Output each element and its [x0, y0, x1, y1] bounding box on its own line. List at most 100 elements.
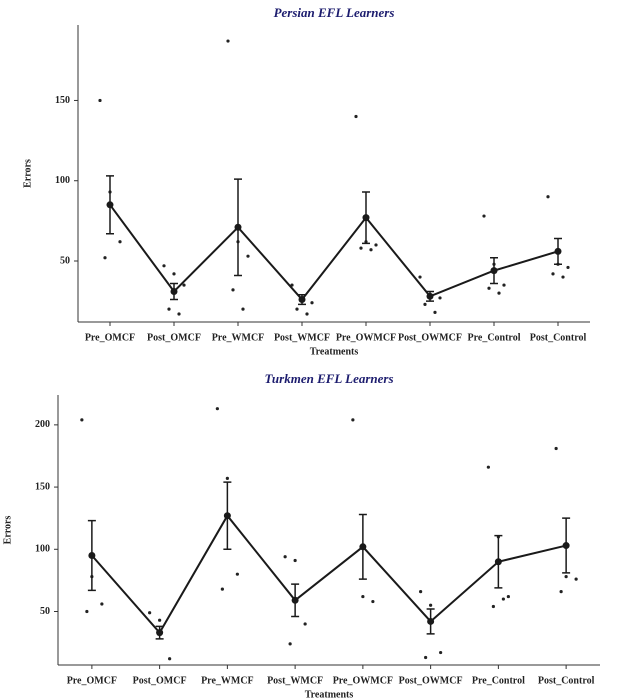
x-tick-label: Pre_WMCF — [212, 332, 265, 343]
data-point — [560, 590, 563, 593]
x-tick-label: Post_Control — [530, 332, 587, 343]
data-point — [172, 272, 175, 275]
data-point — [241, 308, 244, 311]
data-point — [354, 115, 357, 118]
y-axis-label: Errors — [22, 159, 33, 188]
data-point — [305, 312, 308, 315]
data-point — [226, 477, 229, 480]
data-point — [304, 622, 307, 625]
mean-marker — [224, 512, 231, 519]
mean-marker — [171, 288, 178, 295]
data-point — [103, 256, 106, 259]
x-tick-label: Post_OWMCF — [399, 675, 463, 686]
data-point — [371, 600, 374, 603]
mean-marker — [299, 296, 306, 303]
data-point — [492, 605, 495, 608]
mean-marker — [555, 248, 562, 255]
mean-marker — [563, 542, 570, 549]
x-tick-label: Pre_Control — [472, 675, 525, 686]
data-point — [487, 287, 490, 290]
data-point — [507, 595, 510, 598]
x-tick-label: Post_OWMCF — [398, 332, 462, 343]
mean-marker — [107, 201, 114, 208]
data-point — [158, 619, 161, 622]
data-point — [216, 407, 219, 410]
data-point — [231, 288, 234, 291]
data-point — [429, 604, 432, 607]
mean-marker — [292, 597, 299, 604]
data-point — [168, 657, 171, 660]
x-tick-label: Pre_WMCF — [201, 675, 254, 686]
mean-marker — [427, 618, 434, 625]
data-point — [566, 266, 569, 269]
data-point — [359, 247, 362, 250]
data-point — [294, 559, 297, 562]
y-tick-label: 150 — [35, 481, 50, 492]
data-point — [226, 39, 229, 42]
x-tick-label: Post_OMCF — [133, 675, 187, 686]
data-point — [433, 311, 436, 314]
data-point — [118, 240, 121, 243]
y-tick-label: 50 — [60, 255, 70, 266]
mean-marker — [491, 267, 498, 274]
data-point — [439, 651, 442, 654]
x-tick-label: Post_WMCF — [267, 675, 323, 686]
data-point — [361, 595, 364, 598]
x-tick-label: Pre_OMCF — [67, 675, 117, 686]
x-tick-label: Post_OMCF — [147, 332, 201, 343]
figure: Persian EFL Learners Errors Treatments 50 10… — [0, 0, 621, 698]
mean-marker — [88, 552, 95, 559]
data-point — [162, 264, 165, 267]
data-point — [502, 597, 505, 600]
data-point — [487, 466, 490, 469]
data-point — [236, 573, 239, 576]
data-point — [555, 447, 558, 450]
x-axis-label: Treatments — [305, 689, 354, 698]
data-point — [284, 555, 287, 558]
data-point — [418, 275, 421, 278]
y-axis-label: Errors — [2, 516, 13, 545]
data-point — [167, 308, 170, 311]
data-point — [246, 255, 249, 258]
data-point — [565, 575, 568, 578]
data-point — [546, 195, 549, 198]
mean-marker — [495, 558, 502, 565]
chart-title: Turkmen EFL Learners — [264, 371, 393, 386]
data-point — [289, 642, 292, 645]
data-point — [295, 308, 298, 311]
data-point — [177, 312, 180, 315]
y-tick-label: 100 — [55, 175, 70, 186]
x-tick-label: Pre_OMCF — [85, 332, 135, 343]
chart-title: Persian EFL Learners — [274, 5, 395, 20]
data-point — [85, 610, 88, 613]
data-point — [575, 578, 578, 581]
mean-marker — [235, 224, 242, 231]
mean-line — [110, 205, 558, 300]
y-tick-label: 100 — [35, 544, 50, 555]
x-tick-label: Pre_OWMCF — [333, 675, 393, 686]
data-point — [80, 418, 83, 421]
data-point — [482, 214, 485, 217]
data-point — [502, 283, 505, 286]
data-point — [561, 275, 564, 278]
mean-marker — [427, 293, 434, 300]
x-tick-label: Post_Control — [538, 675, 595, 686]
mean-marker — [156, 629, 163, 636]
data-point — [424, 656, 427, 659]
data-point — [100, 602, 103, 605]
x-tick-label: Pre_OWMCF — [336, 332, 396, 343]
data-point — [423, 303, 426, 306]
data-point — [438, 296, 441, 299]
y-tick-label: 50 — [40, 606, 50, 617]
data-point — [374, 243, 377, 246]
mean-marker — [359, 543, 366, 550]
mean-marker — [363, 214, 370, 221]
y-tick-label: 150 — [55, 95, 70, 106]
y-tick-label: 200 — [35, 419, 50, 430]
data-point — [310, 301, 313, 304]
data-point — [419, 590, 422, 593]
data-point — [351, 418, 354, 421]
x-tick-label: Post_WMCF — [274, 332, 330, 343]
data-point — [98, 99, 101, 102]
data-point — [551, 272, 554, 275]
